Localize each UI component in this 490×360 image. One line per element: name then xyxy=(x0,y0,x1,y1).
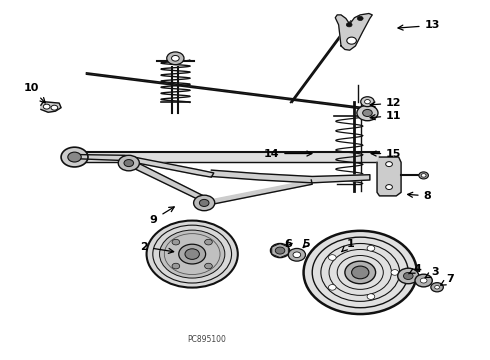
Circle shape xyxy=(199,199,209,207)
Circle shape xyxy=(275,247,285,254)
Circle shape xyxy=(194,195,215,211)
Circle shape xyxy=(367,246,375,251)
Polygon shape xyxy=(67,153,379,162)
Text: 12: 12 xyxy=(370,98,402,108)
Circle shape xyxy=(420,278,427,283)
Polygon shape xyxy=(377,157,401,196)
Polygon shape xyxy=(211,170,370,183)
Text: 14: 14 xyxy=(264,149,312,158)
Circle shape xyxy=(205,239,212,245)
Text: 2: 2 xyxy=(140,242,173,253)
Circle shape xyxy=(352,266,369,279)
Circle shape xyxy=(328,255,336,260)
Circle shape xyxy=(172,239,180,245)
Circle shape xyxy=(179,244,206,264)
Circle shape xyxy=(51,105,58,110)
Circle shape xyxy=(346,23,352,27)
Circle shape xyxy=(386,162,392,167)
Circle shape xyxy=(288,248,305,261)
Circle shape xyxy=(43,104,50,109)
Text: 9: 9 xyxy=(150,207,174,225)
Circle shape xyxy=(391,270,399,275)
Text: 10: 10 xyxy=(24,83,45,103)
Circle shape xyxy=(304,231,417,314)
Text: 6: 6 xyxy=(284,239,292,249)
Text: 11: 11 xyxy=(370,111,402,121)
Circle shape xyxy=(61,147,88,167)
Text: 3: 3 xyxy=(425,267,439,278)
Text: 13: 13 xyxy=(398,21,440,31)
Circle shape xyxy=(398,268,419,284)
Circle shape xyxy=(363,109,372,117)
Circle shape xyxy=(345,261,376,284)
Text: 8: 8 xyxy=(408,191,431,201)
Circle shape xyxy=(357,105,378,121)
Circle shape xyxy=(365,100,370,104)
Text: 15: 15 xyxy=(371,149,401,158)
Polygon shape xyxy=(41,102,61,112)
Circle shape xyxy=(270,243,290,258)
Circle shape xyxy=(328,284,336,290)
Circle shape xyxy=(160,230,225,278)
Text: 7: 7 xyxy=(441,274,454,285)
Circle shape xyxy=(403,273,413,279)
Circle shape xyxy=(68,152,81,162)
Polygon shape xyxy=(79,154,214,177)
Polygon shape xyxy=(125,159,206,201)
Circle shape xyxy=(147,221,238,288)
Circle shape xyxy=(172,263,180,269)
Text: PC895100: PC895100 xyxy=(187,335,226,344)
Circle shape xyxy=(415,274,432,287)
Circle shape xyxy=(293,252,301,258)
Circle shape xyxy=(419,172,428,179)
Polygon shape xyxy=(335,13,372,50)
Circle shape xyxy=(421,174,426,177)
Circle shape xyxy=(124,159,134,167)
Circle shape xyxy=(357,16,363,21)
Polygon shape xyxy=(204,180,312,206)
Circle shape xyxy=(386,185,392,189)
Circle shape xyxy=(205,263,212,269)
Text: 4: 4 xyxy=(409,264,422,274)
Circle shape xyxy=(118,155,139,171)
Circle shape xyxy=(435,285,440,289)
Circle shape xyxy=(172,55,179,61)
Text: 1: 1 xyxy=(342,239,355,252)
Circle shape xyxy=(347,37,356,44)
Circle shape xyxy=(185,249,199,259)
Circle shape xyxy=(431,283,443,292)
Text: 5: 5 xyxy=(303,239,310,249)
Circle shape xyxy=(361,97,374,107)
Circle shape xyxy=(367,294,375,300)
Circle shape xyxy=(167,52,184,65)
